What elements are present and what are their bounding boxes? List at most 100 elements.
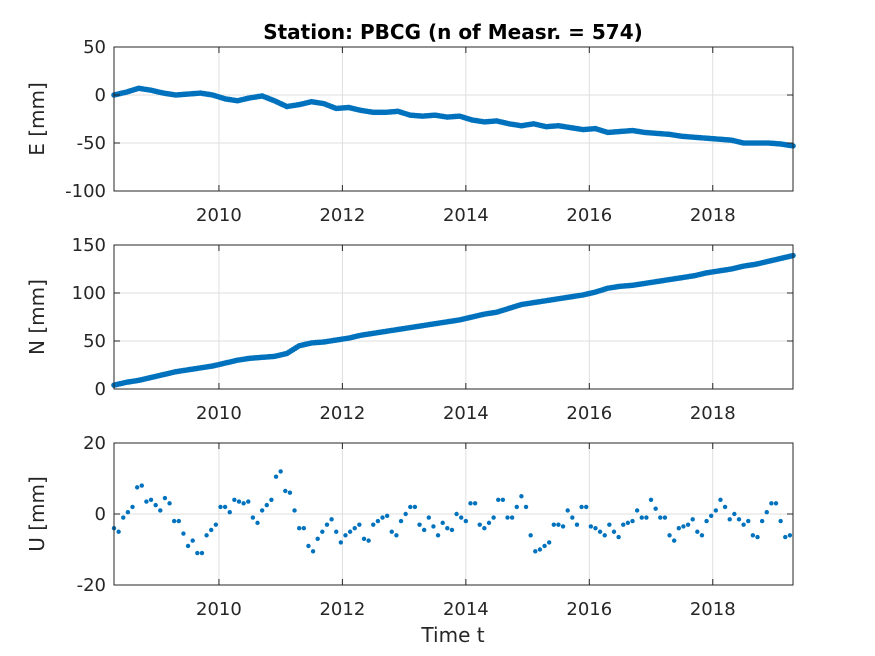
data-point (611, 529, 617, 534)
data-point (241, 501, 246, 506)
data-point (357, 522, 362, 527)
y-tick-label: 50 (83, 37, 106, 58)
y-tick-label: 150 (72, 235, 106, 256)
data-point (255, 520, 260, 526)
data-point (403, 511, 408, 517)
data-point (634, 508, 640, 513)
data-point (463, 518, 469, 524)
data-point (454, 511, 459, 517)
data-point (681, 524, 686, 529)
data-point (602, 533, 607, 538)
data-point (732, 511, 737, 517)
x-axis-label: Time t (420, 623, 484, 647)
data-point (389, 529, 394, 534)
y-tick-label: -20 (77, 575, 106, 596)
y-tick-label: 100 (72, 283, 106, 304)
data-point (121, 515, 126, 520)
data-point (722, 504, 728, 510)
data-point (588, 524, 594, 529)
data-point (398, 518, 404, 524)
data-point (134, 485, 140, 490)
data-point (371, 522, 376, 527)
data-point (658, 515, 663, 520)
data-point (542, 543, 547, 549)
data-point (181, 531, 186, 536)
data-point (667, 533, 672, 538)
axes-box (113, 46, 794, 192)
data-point (190, 538, 195, 543)
data-point (546, 540, 552, 545)
axes-box (113, 244, 794, 390)
data-point (560, 524, 566, 529)
data-point (621, 522, 626, 527)
data-point (273, 474, 279, 479)
y-tick-label: -100 (65, 181, 106, 202)
x-tick-label: 2014 (443, 599, 489, 620)
data-point (593, 526, 598, 531)
y-tick-label: 0 (95, 85, 106, 106)
data-point (491, 515, 496, 520)
data-point (773, 501, 779, 506)
data-point (597, 529, 603, 534)
data-point (468, 501, 473, 506)
data-point (519, 494, 524, 499)
x-tick-label: 2010 (196, 599, 242, 620)
y-axis-label: U [mm] (25, 476, 49, 552)
data-point (361, 536, 367, 542)
y-tick-label: -50 (77, 133, 106, 154)
data-point (417, 522, 422, 527)
data-point (639, 515, 644, 520)
data-point (320, 529, 325, 534)
y-tick-label: 50 (83, 331, 106, 352)
data-point (162, 495, 168, 501)
data-point (209, 527, 214, 533)
x-tick-label: 2018 (690, 403, 736, 424)
data-point (301, 526, 307, 531)
data-point (315, 536, 320, 542)
data-point (380, 515, 385, 520)
data-point (310, 549, 316, 554)
data-point (607, 522, 612, 527)
data-point (269, 497, 274, 502)
data-point (296, 526, 302, 531)
data-point (431, 524, 436, 529)
data-point (699, 533, 705, 538)
data-point (259, 508, 265, 513)
data-point (324, 522, 330, 527)
data-point (704, 518, 709, 524)
data-point (292, 508, 297, 513)
data-point (232, 497, 237, 502)
data-point (176, 518, 182, 524)
data-point (445, 526, 450, 531)
data-point (769, 501, 774, 506)
data-point (486, 520, 492, 526)
data-point (523, 504, 529, 510)
data-point (556, 522, 561, 527)
data-point (125, 510, 131, 515)
data-point (584, 504, 589, 510)
x-tick-label: 2010 (196, 205, 242, 226)
data-point (130, 504, 135, 510)
y-axis-label: N [mm] (25, 279, 49, 355)
data-point (764, 510, 769, 515)
data-point (709, 513, 714, 518)
data-point (213, 522, 219, 527)
data-point (171, 518, 177, 524)
data-point (139, 483, 144, 488)
x-tick-label: 2012 (319, 403, 365, 424)
data-point (283, 488, 288, 494)
data-point (778, 518, 783, 524)
x-tick-label: 2012 (319, 205, 365, 226)
data-point (250, 515, 256, 520)
data-point (565, 508, 570, 513)
data-point (630, 518, 635, 524)
data-point (158, 508, 163, 513)
data-point (750, 533, 756, 538)
data-point (736, 517, 742, 522)
data-point (713, 508, 719, 513)
data-point (195, 550, 200, 556)
data-point (287, 490, 293, 495)
data-point (343, 533, 348, 538)
